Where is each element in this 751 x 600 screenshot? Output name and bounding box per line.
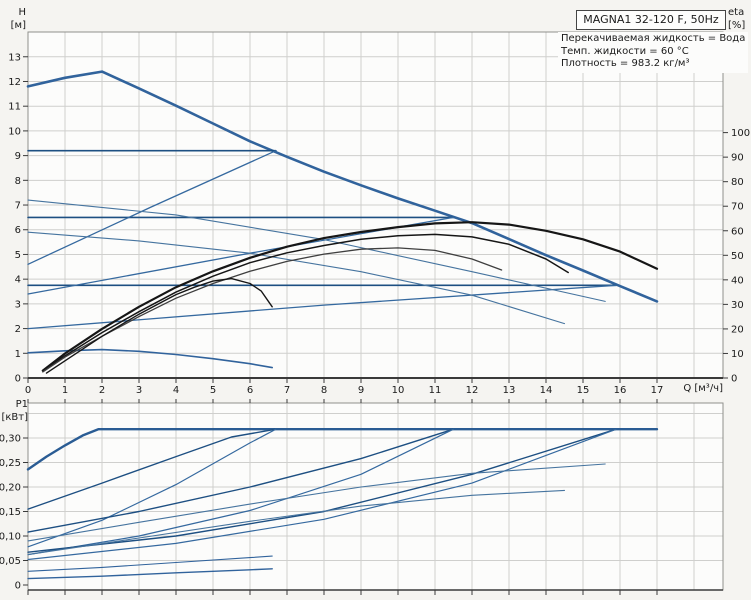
x-tick-label: 10	[392, 385, 405, 396]
series-max-speed	[26, 70, 659, 303]
y-left-tick-label: 2	[15, 324, 21, 335]
y-left-tick-label: 3	[15, 299, 21, 310]
power-axis-unit: [кВт]	[1, 411, 28, 423]
y-left-tick-label: 0,20	[0, 483, 21, 494]
flow-axis-label: Q [м³/ч]	[683, 383, 723, 394]
chart-title: MAGNA1 32-120 F, 50Hz	[583, 13, 719, 26]
y-left-tick-label: 4	[15, 275, 21, 286]
y-left-tick-label: 0,15	[0, 507, 21, 518]
y-right-tick-label: 40	[731, 275, 744, 286]
x-tick-label: 16	[614, 385, 627, 396]
ticks-and-labels: 0 0,05 0,10 0,15 0,20 0,25 0,30	[0, 399, 658, 595]
series-power-min-speed	[27, 568, 273, 580]
x-tick-label: 7	[284, 385, 290, 396]
x-tick-label: 11	[429, 385, 442, 396]
series-speed-curve-iii	[27, 199, 606, 302]
head-axis-unit: [м]	[10, 19, 26, 31]
x-tick-label: 15	[577, 385, 590, 396]
series-efficiency-2	[42, 233, 569, 372]
head-axis-symbol: H	[18, 7, 26, 18]
y-left-tick-label: 7	[15, 201, 21, 212]
y-left-tick-label: 12	[8, 77, 21, 88]
y-right-tick-label: 60	[731, 226, 744, 237]
y-left-tick-label: 9	[15, 151, 21, 162]
series-power-prop-pressure-3.75	[27, 428, 617, 561]
x-tick-label: 17	[651, 385, 664, 396]
series-prop-pressure-9.2	[27, 150, 277, 265]
y-right-tick-label: 70	[731, 202, 744, 213]
x-tick-label: 5	[210, 385, 216, 396]
x-tick-label: 2	[99, 385, 105, 396]
info-line-density: Плотность = 983.2 кг/м³	[561, 58, 690, 69]
series-power-speed-iii	[27, 463, 606, 542]
series-power-const-pressure-6.5	[27, 428, 455, 533]
y-right-tick-label: 80	[731, 177, 744, 188]
y-right-tick-label: 100	[731, 128, 750, 139]
x-tick-label: 12	[466, 385, 479, 396]
y-left-tick-label: 5	[15, 250, 21, 261]
y-left-tick-label: 6	[15, 225, 21, 236]
chart-title-box: MAGNA1 32-120 F, 50Hz	[576, 10, 726, 30]
series-group	[26, 70, 659, 374]
y-left-tick-label: 0,05	[0, 556, 21, 567]
power-axis-symbol: P1	[15, 399, 28, 410]
y-right-tick-label: 20	[731, 324, 744, 335]
series-power-max-speed	[26, 428, 659, 471]
efficiency-axis-unit: [%]	[728, 19, 746, 31]
series-group	[26, 428, 659, 580]
y-left-tick-label: 11	[8, 102, 21, 113]
x-tick-label: 13	[503, 385, 516, 396]
x-tick-label: 3	[136, 385, 142, 396]
x-tick-label: 14	[540, 385, 553, 396]
head-axis-label: H [м]	[0, 7, 26, 32]
y-left-tick-label: 0,10	[0, 532, 21, 543]
y-right-tick-label: 30	[731, 300, 744, 311]
fluid-info-block: Перекачиваемая жидкость = Вода Темп. жид…	[558, 32, 749, 73]
series-efficiency-min	[45, 277, 273, 374]
y-left-tick-label: 0	[15, 581, 21, 592]
series-power-const-pressure-9.2	[27, 428, 277, 510]
series-power-low	[27, 555, 273, 572]
series-power-speed-ii	[27, 489, 566, 556]
y-left-tick-label: 10	[8, 126, 21, 137]
y-right-tick-label: 0	[731, 374, 737, 385]
p1-chart: 0 0,05 0,10 0,15 0,20 0,25 0,30	[0, 399, 724, 595]
x-tick-label: 8	[321, 385, 327, 396]
series-efficiency-max	[41, 221, 659, 372]
efficiency-axis-label: eta [%]	[728, 7, 751, 32]
y-left-tick-label: 0	[15, 374, 21, 385]
info-line-temp: Темп. жидкости = 60 °C	[561, 45, 689, 57]
y-right-tick-label: 10	[731, 349, 744, 360]
y-left-tick-label: 1	[15, 349, 21, 360]
x-tick-label: 6	[247, 385, 253, 396]
efficiency-axis-symbol: eta	[728, 7, 745, 18]
y-right-tick-label: 50	[731, 251, 744, 262]
series-speed-curve-ii	[27, 231, 566, 325]
series-power-prop-pressure-6.5	[27, 428, 455, 556]
y-left-tick-label: 13	[8, 52, 21, 63]
x-tick-label: 4	[173, 385, 179, 396]
x-tick-label: 1	[62, 385, 68, 396]
x-tick-label: 0	[25, 385, 31, 396]
ticks-and-labels: 0 1 2 3 4 5 6 7 8 9 10 11 12 13 14 15 16 1701234567891011…	[8, 52, 750, 396]
hq-chart: 0 1 2 3 4 5 6 7 8 9 10 11 12 13 14 15 16 1701234567891011…	[8, 31, 750, 396]
gridlines	[28, 403, 723, 590]
y-left-tick-label: 0,25	[0, 458, 21, 469]
power-axis-label: P1 [кВт]	[0, 399, 28, 424]
y-left-tick-label: 0,30	[0, 434, 21, 445]
info-line-fluid: Перекачиваемая жидкость = Вода	[561, 33, 746, 44]
y-right-tick-label: 90	[731, 153, 744, 164]
y-left-tick-label: 8	[15, 176, 21, 187]
series-power-prop-pressure-9.2	[27, 428, 277, 548]
x-tick-label: 9	[358, 385, 364, 396]
